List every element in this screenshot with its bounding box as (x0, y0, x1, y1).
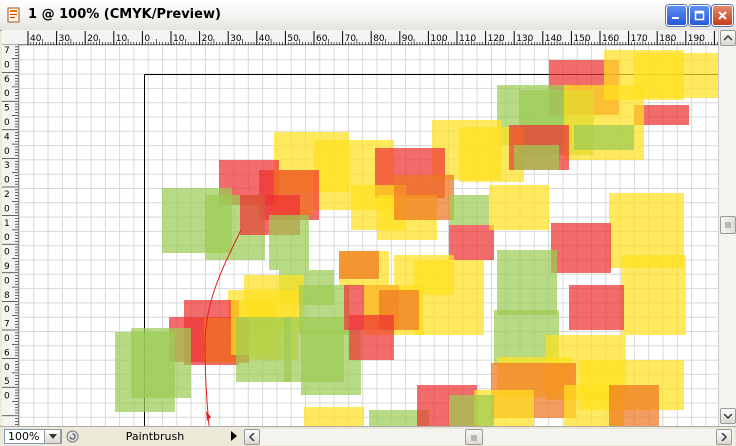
title-bar[interactable]: 1 @ 100% (CMYK/Preview) (0, 0, 736, 31)
ruler-label: 170 (631, 34, 648, 44)
ruler-label: 60 (316, 34, 328, 44)
ruler-label: 0 (4, 363, 10, 373)
current-tool-label[interactable]: Paintbrush (125, 430, 185, 443)
ruler-label: 100 (430, 34, 447, 44)
ruler-label: 5 (4, 104, 10, 114)
ruler-label: 7 (4, 320, 10, 330)
ruler-label: 0 (4, 89, 10, 99)
ruler-label: 80 (373, 34, 385, 44)
status-bar: 100% Paintbrush (0, 426, 736, 446)
ruler-label: 10 (116, 34, 128, 44)
ruler-label: 0 (4, 60, 10, 70)
right-arrow-icon (721, 433, 727, 441)
ruler-label: 20 (87, 34, 99, 44)
ruler-label: 0 (4, 305, 10, 315)
color-squares (115, 50, 718, 426)
vertical-ruler-ticks: 7 0 6 0 5 0 4 0 3 0 2 0 1 0 0 9 0 8 0 7 0 6 0 5 0 (2, 43, 18, 425)
ruler-label: 6 (4, 75, 10, 85)
ruler-label: 70 (345, 34, 357, 44)
ruler-label: 160 (602, 34, 619, 44)
up-arrow-icon (724, 35, 732, 41)
ruler-label: 90 (402, 34, 414, 44)
ruler-label: 140 (545, 34, 562, 44)
ruler-label: 30 (59, 34, 71, 44)
illustrator-document-icon (7, 7, 20, 23)
close-button[interactable] (712, 5, 733, 26)
scroll-right-button[interactable] (716, 429, 732, 445)
ruler-origin[interactable] (2, 30, 19, 45)
grip-icon (725, 222, 731, 228)
minimize-button[interactable] (666, 5, 687, 26)
minimize-icon (672, 17, 679, 19)
scroll-up-button[interactable] (720, 30, 736, 46)
ruler-label: 3 (4, 161, 10, 171)
artboard-canvas[interactable] (19, 45, 718, 426)
ruler-label: 130 (516, 34, 533, 44)
ruler-label: 1 (4, 219, 10, 229)
artwork (19, 45, 718, 426)
ruler-label: 190 (688, 34, 705, 44)
scroll-left-button[interactable] (244, 429, 260, 445)
ruler-label: 0 (4, 392, 10, 402)
horizontal-ruler[interactable]: 40 30 20 10 0 10 20 30 40 50 60 70 80 90 100 110 120 130 1… (18, 30, 718, 45)
vertical-scroll-thumb[interactable] (720, 216, 736, 234)
ruler-label: 0 (4, 118, 10, 128)
chevron-down-icon (48, 434, 57, 439)
ruler-label: 0 (4, 248, 10, 258)
artboard-border (144, 74, 718, 426)
maximize-button[interactable] (689, 5, 710, 26)
down-arrow-icon (724, 413, 732, 419)
ruler-label: 20 (202, 34, 214, 44)
ruler-label: 0 (4, 176, 10, 186)
ruler-label: 110 (459, 34, 476, 44)
ruler-label: 180 (659, 34, 676, 44)
ruler-label: 30 (230, 34, 242, 44)
paintbrush-stroke (204, 229, 242, 426)
maximize-icon (694, 10, 705, 21)
zoom-dropdown-button[interactable] (44, 429, 61, 444)
ruler-label: 50 (287, 34, 299, 44)
ruler-label: 2 (4, 190, 10, 200)
ruler-label: 10 (173, 34, 185, 44)
status-menu-arrow-icon[interactable] (230, 431, 238, 441)
horizontal-ruler-ticks: 40 30 20 10 0 10 20 30 40 50 60 70 80 90 100 110 120 130 1… (27, 31, 718, 45)
ruler-label: 6 (4, 348, 10, 358)
ruler-label: 150 (573, 34, 590, 44)
ruler-label: 120 (488, 34, 505, 44)
close-icon (718, 11, 727, 20)
ruler-label: 0 (144, 34, 150, 44)
left-arrow-icon (249, 433, 255, 441)
ruler-label: 7 (4, 46, 10, 56)
ruler-label: 0 (4, 204, 10, 214)
ruler-label: 40 (30, 34, 42, 44)
ruler-label: 0 (4, 233, 10, 243)
horizontal-scrollbar[interactable] (244, 429, 734, 445)
scroll-down-button[interactable] (720, 408, 736, 424)
paintbrush-stroke-tip (206, 411, 211, 421)
ruler-label: 40 (259, 34, 271, 44)
ruler-label: 4 (4, 132, 10, 142)
ruler-label: 0 (4, 276, 10, 286)
window-title: 1 @ 100% (CMYK/Preview) (28, 7, 221, 22)
refresh-icon[interactable] (66, 430, 79, 443)
ruler-label: 8 (4, 291, 10, 301)
ruler-label: 0 (4, 334, 10, 344)
ruler-label: 5 (4, 377, 10, 387)
vertical-scrollbar[interactable] (718, 30, 736, 426)
ruler-label: 9 (4, 262, 10, 272)
vertical-ruler[interactable]: 7 0 6 0 5 0 4 0 3 0 2 0 1 0 0 9 0 8 0 7 0 6 0 5 0 (2, 43, 19, 426)
horizontal-scroll-thumb[interactable] (465, 429, 483, 445)
grip-icon (471, 435, 477, 441)
ruler-label: 0 (4, 147, 10, 157)
